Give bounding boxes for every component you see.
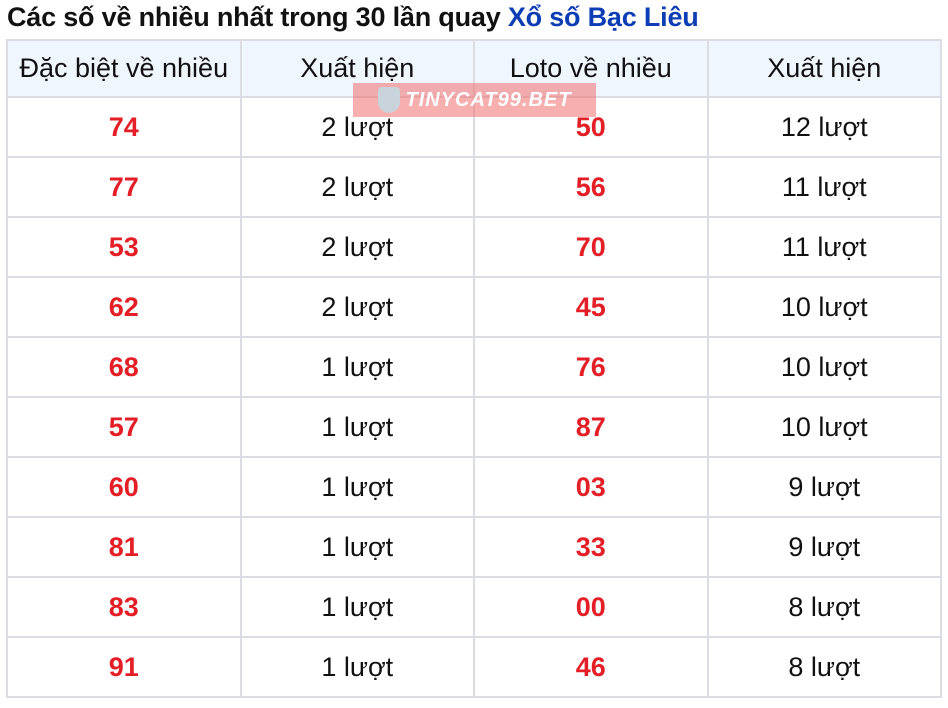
column-header: Xuất hiện	[706, 39, 943, 98]
stats-table: Đặc biệt về nhiều Xuất hiện Loto về nhiều X…	[6, 39, 943, 698]
lottery-link[interactable]: Xổ số Bạc Liêu	[507, 2, 699, 32]
table-row: 62 2 lượt 45 10 lượt	[6, 276, 943, 338]
number-cell: 62	[6, 276, 242, 338]
count-cell: 1 lượt	[239, 636, 475, 698]
number-cell: 33	[472, 516, 709, 578]
number-cell: 70	[472, 216, 709, 278]
count-cell: 1 lượt	[239, 456, 475, 518]
table-row: 91 1 lượt 46 8 lượt	[6, 636, 943, 698]
number-cell: 60	[6, 456, 242, 518]
table-row: 57 1 lượt 87 10 lượt	[6, 396, 943, 458]
watermark: TINYCAT99.BET	[353, 83, 596, 117]
count-cell: 2 lượt	[239, 216, 475, 278]
count-cell: 1 lượt	[239, 516, 475, 578]
table-row: 68 1 lượt 76 10 lượt	[6, 336, 943, 398]
count-cell: 10 lượt	[706, 336, 943, 398]
count-cell: 1 lượt	[239, 576, 475, 638]
number-cell: 91	[6, 636, 242, 698]
number-cell: 03	[472, 456, 709, 518]
table-row: 83 1 lượt 00 8 lượt	[6, 576, 943, 638]
number-cell: 81	[6, 516, 242, 578]
number-cell: 76	[472, 336, 709, 398]
number-cell: 74	[6, 96, 242, 158]
count-cell: 11 lượt	[706, 216, 943, 278]
title-text: Các số về nhiều nhất trong 30 lần quay	[7, 2, 508, 32]
number-cell: 46	[472, 636, 709, 698]
count-cell: 8 lượt	[706, 576, 943, 638]
count-cell: 1 lượt	[239, 336, 475, 398]
number-cell: 77	[6, 156, 242, 218]
count-cell: 10 lượt	[706, 276, 943, 338]
number-cell: 68	[6, 336, 242, 398]
count-cell: 12 lượt	[706, 96, 943, 158]
count-cell: 11 lượt	[706, 156, 943, 218]
number-cell: 56	[472, 156, 709, 218]
table-row: 60 1 lượt 03 9 lượt	[6, 456, 943, 518]
count-cell: 2 lượt	[239, 156, 475, 218]
number-cell: 87	[472, 396, 709, 458]
table-row: 53 2 lượt 70 11 lượt	[6, 216, 943, 278]
count-cell: 8 lượt	[706, 636, 943, 698]
table-row: 77 2 lượt 56 11 lượt	[6, 156, 943, 218]
count-cell: 10 lượt	[706, 396, 943, 458]
page-title: Các số về nhiều nhất trong 30 lần quay X…	[7, 2, 699, 33]
number-cell: 83	[6, 576, 242, 638]
number-cell: 45	[472, 276, 709, 338]
cat-shield-icon	[377, 87, 400, 113]
number-cell: 00	[472, 576, 709, 638]
number-cell: 57	[6, 396, 242, 458]
count-cell: 1 lượt	[239, 396, 475, 458]
table-row: 81 1 lượt 33 9 lượt	[6, 516, 943, 578]
column-header: Đặc biệt về nhiều	[6, 39, 242, 98]
count-cell: 2 lượt	[239, 276, 475, 338]
count-cell: 9 lượt	[706, 456, 943, 518]
count-cell: 9 lượt	[706, 516, 943, 578]
watermark-text: TINYCAT99.BET	[405, 88, 572, 111]
number-cell: 53	[6, 216, 242, 278]
